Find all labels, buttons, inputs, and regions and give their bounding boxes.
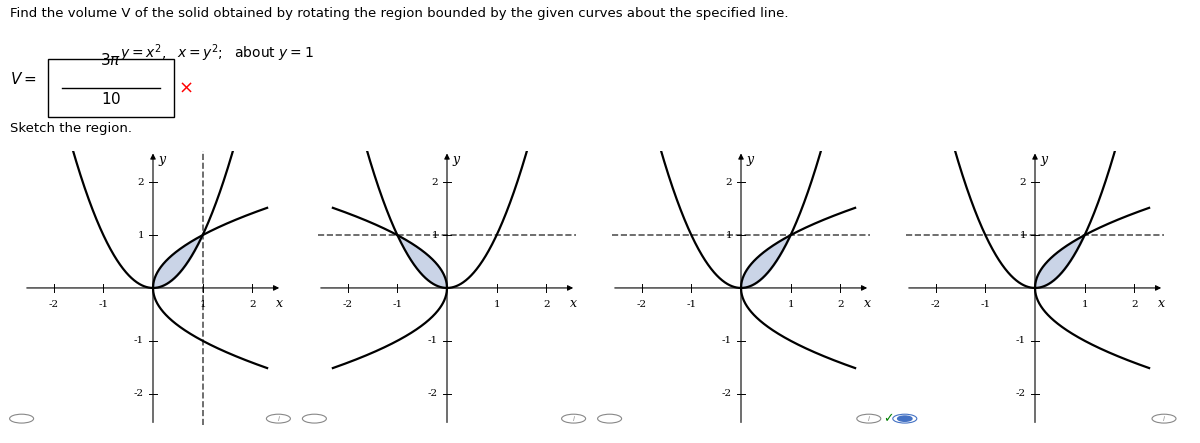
Text: $V =$: $V =$ <box>10 71 36 87</box>
Text: -1: -1 <box>980 299 990 309</box>
Text: -1: -1 <box>392 299 402 309</box>
Text: 2: 2 <box>836 299 844 309</box>
Text: -1: -1 <box>134 336 144 345</box>
Text: ✓: ✓ <box>883 412 893 425</box>
Text: i: i <box>277 416 280 422</box>
Text: x: x <box>864 297 871 311</box>
Text: -1: -1 <box>722 336 732 345</box>
Text: i: i <box>868 416 870 422</box>
Text: -2: -2 <box>343 299 353 309</box>
Text: Find the volume V of the solid obtained by rotating the region bounded by the gi: Find the volume V of the solid obtained … <box>10 7 788 20</box>
Circle shape <box>898 416 912 421</box>
Text: 2: 2 <box>248 299 256 309</box>
Text: 2: 2 <box>1020 178 1026 187</box>
Text: i: i <box>572 416 575 422</box>
Text: -2: -2 <box>722 389 732 398</box>
Text: $3\pi$: $3\pi$ <box>101 52 121 68</box>
Text: y: y <box>746 153 754 166</box>
Text: i: i <box>1163 416 1165 422</box>
Text: -2: -2 <box>49 299 59 309</box>
Text: -2: -2 <box>428 389 438 398</box>
Text: 2: 2 <box>726 178 732 187</box>
Text: 1: 1 <box>1020 231 1026 240</box>
Text: $\times$: $\times$ <box>178 79 192 97</box>
Text: 2: 2 <box>138 178 144 187</box>
Text: 1: 1 <box>726 231 732 240</box>
Text: -2: -2 <box>637 299 647 309</box>
Text: -1: -1 <box>1016 336 1026 345</box>
Text: 1: 1 <box>1081 299 1088 309</box>
FancyBboxPatch shape <box>48 59 174 117</box>
Text: -2: -2 <box>931 299 941 309</box>
Text: $10$: $10$ <box>101 91 121 107</box>
Text: y: y <box>158 153 166 166</box>
Text: x: x <box>1158 297 1165 311</box>
Text: 2: 2 <box>432 178 438 187</box>
Text: -1: -1 <box>686 299 696 309</box>
Text: -2: -2 <box>134 389 144 398</box>
Text: x: x <box>570 297 577 311</box>
Text: -2: -2 <box>1016 389 1026 398</box>
Text: -1: -1 <box>428 336 438 345</box>
Text: 2: 2 <box>542 299 550 309</box>
Text: $y = x^2,\ \ x = y^2;\ \ \mathrm{about}\ y = 1$: $y = x^2,\ \ x = y^2;\ \ \mathrm{about}\… <box>120 43 313 64</box>
Text: y: y <box>1040 153 1048 166</box>
Text: 1: 1 <box>432 231 438 240</box>
Text: 1: 1 <box>199 299 206 309</box>
Text: x: x <box>276 297 283 311</box>
Text: 1: 1 <box>787 299 794 309</box>
Text: 2: 2 <box>1130 299 1138 309</box>
Text: 1: 1 <box>493 299 500 309</box>
Text: y: y <box>452 153 460 166</box>
Text: Sketch the region.: Sketch the region. <box>10 122 132 135</box>
Text: 1: 1 <box>138 231 144 240</box>
Text: -1: -1 <box>98 299 108 309</box>
